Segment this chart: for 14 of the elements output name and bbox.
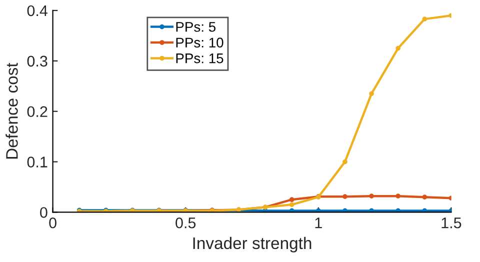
x-tick-label: 1.5: [442, 218, 462, 228]
x-axis-title: Invader strength: [193, 236, 312, 252]
y-axis-title: Defence cost: [6, 62, 18, 159]
y-tick-label: 0.4: [27, 5, 48, 16]
y-tick-label: 0: [40, 207, 48, 218]
x-tick-label: 1: [315, 218, 322, 228]
y-tick-label: 0.2: [27, 106, 48, 118]
legend-label: PPs: 5: [176, 22, 216, 32]
legend-label: PPs: 15: [176, 54, 224, 64]
x-tick-label: 0.5: [176, 217, 196, 228]
y-tick-label: 0.1: [27, 156, 48, 168]
legend-label: PPs: 10: [176, 38, 224, 48]
x-tick-label: 0: [49, 217, 56, 228]
y-tick-label: 0.3: [27, 56, 48, 67]
